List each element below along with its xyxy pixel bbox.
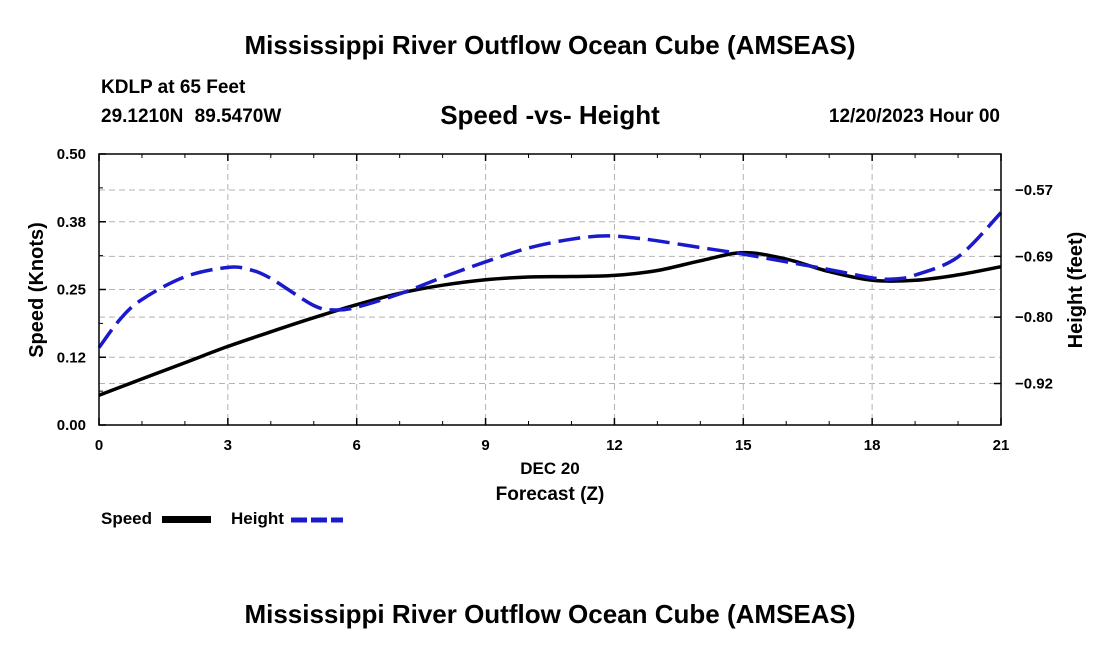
y-tick-label: 0.50	[57, 146, 86, 163]
legend-height-swatch	[291, 517, 343, 523]
x-tick-label: 21	[993, 437, 1010, 454]
station-label: KDLP at 65 Feet	[101, 77, 246, 98]
series-line-speed	[98, 250, 1002, 397]
axis-ticks: 0 3 6 9 12 15 18 21 0.00 0.12 0.25 0.38 0.50 −0.92 −0.…	[57, 146, 1053, 454]
grid-lines	[99, 153, 1001, 425]
series-layer	[97, 211, 1003, 397]
y-axis-label: Speed (Knots)	[26, 222, 48, 358]
legend-speed-label: Speed	[101, 509, 153, 528]
y2-tick-label: −0.80	[1015, 309, 1053, 326]
x-tick-label: 12	[606, 437, 623, 454]
footer-title: Mississippi River Outflow Ocean Cube (AM…	[244, 599, 856, 629]
x-tick-label: 15	[735, 437, 752, 454]
x-tick-label: 3	[224, 437, 232, 454]
lat-lon-label: 29.1210N 89.5470W	[101, 106, 282, 127]
chart-subtitle: Speed -vs- Height	[440, 100, 660, 130]
chart-title: Mississippi River Outflow Ocean Cube (AM…	[244, 30, 856, 60]
legend-speed-swatch	[162, 516, 211, 523]
y-tick-label: 0.00	[57, 417, 86, 434]
x-axis-label: Forecast (Z)	[496, 484, 605, 505]
y-tick-label: 0.25	[57, 282, 86, 299]
legend-height-label: Height	[231, 509, 284, 528]
x-tick-label: 9	[481, 437, 489, 454]
y2-tick-label: −0.92	[1015, 376, 1053, 393]
x-tick-label: 0	[95, 437, 103, 454]
x-axis-sublabel: DEC 20	[520, 459, 580, 478]
y2-tick-label: −0.69	[1015, 248, 1053, 265]
y-tick-label: 0.12	[57, 349, 86, 366]
forecast-datetime: 12/20/2023 Hour 00	[828, 106, 1000, 127]
y2-axis-label: Height (feet)	[1065, 232, 1087, 349]
series-line-height	[97, 211, 1003, 349]
y-tick-label: 0.38	[57, 214, 86, 231]
x-tick-label: 18	[864, 437, 881, 454]
y2-tick-label: −0.57	[1015, 182, 1053, 199]
x-tick-label: 6	[353, 437, 361, 454]
